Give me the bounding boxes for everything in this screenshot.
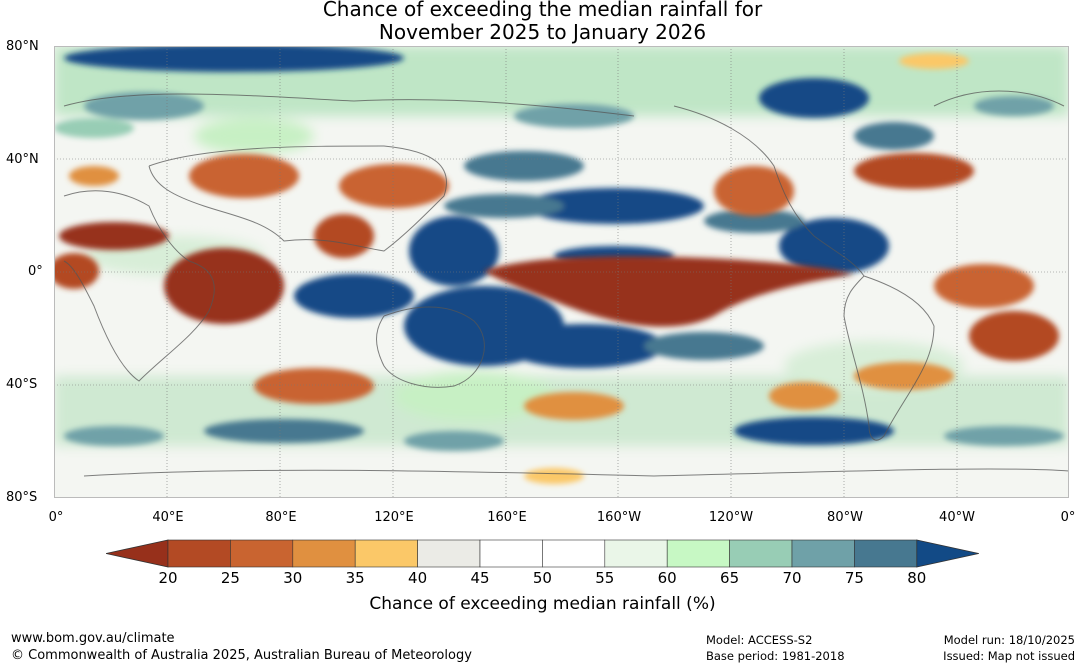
lon-label-80e: 80°E — [265, 510, 297, 525]
legend-tick-label: 20 — [158, 569, 178, 587]
lon-label-160w: 160°W — [596, 510, 642, 525]
legend-tick-label: 80 — [907, 569, 927, 587]
lat-label-40n: 40°N — [6, 152, 39, 167]
lat-label-equator: 0° — [28, 264, 43, 279]
lat-label-40s: 40°S — [6, 377, 38, 392]
footer-model-run: Model run: 18/10/2025 — [943, 633, 1075, 647]
lon-label-120e: 120°E — [374, 510, 414, 525]
lon-label-80w: 80°W — [827, 510, 863, 525]
lon-label-120w: 120°W — [708, 510, 754, 525]
legend-segment — [604, 539, 668, 568]
background-anomaly-field — [54, 46, 1069, 446]
lon-label-160e: 160°E — [487, 510, 527, 525]
legend-tick-label: 35 — [345, 569, 365, 587]
legend-tick-label: 65 — [720, 569, 740, 587]
legend-arrow-high — [916, 539, 979, 568]
legend-segment — [167, 539, 231, 568]
legend-segment — [854, 539, 918, 568]
lon-label-40w: 40°W — [939, 510, 975, 525]
map-frame — [54, 46, 1069, 498]
footer-model: Model: ACCESS-S2 — [706, 633, 813, 647]
legend-tick-label: 25 — [220, 569, 240, 587]
legend-segment — [292, 539, 356, 568]
map-title-line2: November 2025 to January 2026 — [378, 20, 707, 44]
coastlines — [63, 90, 1069, 477]
legend-segment — [354, 539, 418, 568]
lon-label-40e: 40°E — [152, 510, 184, 525]
wet-anomaly-regions — [54, 46, 1064, 451]
legend-tick-label: 40 — [408, 569, 428, 587]
legend-colorbar — [106, 539, 979, 568]
lat-label-80s: 80°S — [6, 490, 38, 505]
legend-tick-label: 45 — [470, 569, 490, 587]
legend-segment — [542, 539, 606, 568]
legend-segments — [106, 539, 979, 568]
lat-label-80n: 80°N — [6, 39, 39, 54]
lon-label-0-east-edge: 0° — [1060, 510, 1076, 525]
legend-segment — [479, 539, 543, 568]
legend-arrow-low — [106, 539, 169, 568]
legend-tick-label: 30 — [283, 569, 303, 587]
graticule — [54, 46, 1069, 498]
legend-segment — [417, 539, 481, 568]
legend-tick-label: 75 — [844, 569, 864, 587]
legend-title: Chance of exceeding median rainfall (%) — [369, 594, 716, 614]
footer-base-period: Base period: 1981-2018 — [706, 649, 845, 663]
legend-tick-label: 50 — [532, 569, 552, 587]
map-title-line1: Chance of exceeding the median rainfall … — [322, 0, 763, 21]
legend-segment — [791, 539, 855, 568]
lon-label-0-west-edge: 0° — [48, 510, 64, 525]
rainfall-probability-map — [54, 46, 1069, 498]
map-title: Chance of exceeding the median rainfall … — [0, 0, 1085, 44]
footer-copyright: © Commonwealth of Australia 2025, Austra… — [11, 648, 472, 663]
legend-tick-label: 60 — [657, 569, 677, 587]
dry-anomaly-regions — [54, 53, 1059, 484]
legend-tick-label: 55 — [595, 569, 615, 587]
legend-segment — [729, 539, 793, 568]
footer-issued: Issued: Map not issued — [943, 649, 1075, 663]
footer-website: www.bom.gov.au/climate — [11, 631, 175, 646]
legend-segment — [230, 539, 294, 568]
legend-tick-label: 70 — [782, 569, 802, 587]
legend-segment — [666, 539, 730, 568]
